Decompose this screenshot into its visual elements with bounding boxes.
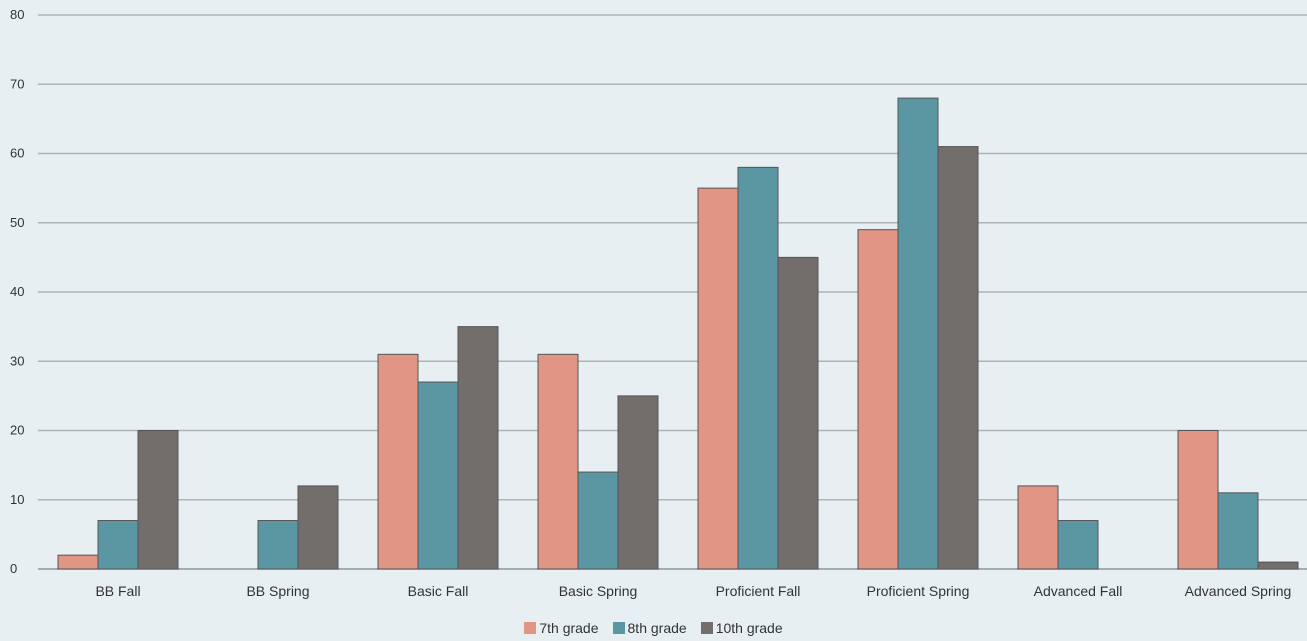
bar-7th-grade-advanced-fall: [1017, 485, 1059, 570]
grid-lines: [38, 14, 1307, 570]
x-tick-label: Basic Spring: [559, 583, 638, 599]
bar-chart: 0 10 20 30 40 50 60 70 80 BB Fall BB Spring Basic …: [10, 7, 1307, 599]
legend-item-7th-grade: 7th grade: [524, 620, 599, 636]
legend: 7th grade 8th grade 10th grade: [0, 620, 1307, 636]
bar-10th-grade-bb-fall: [137, 430, 179, 570]
x-axis-ticks: BB Fall BB Spring Basic Fall Basic Spring Pr…: [95, 583, 1291, 599]
y-tick-label: 30: [10, 353, 24, 368]
bar-8th-grade-basic-spring: [577, 471, 619, 570]
bar-10th-grade-proficient-spring: [937, 146, 979, 570]
y-tick-label: 70: [10, 76, 24, 91]
legend-label-7th-grade: 7th grade: [539, 620, 599, 636]
y-tick-label: 50: [10, 215, 24, 230]
legend-item-8th-grade: 8th grade: [612, 620, 687, 636]
bar-8th-grade-bb-fall: [97, 520, 139, 570]
bar-7th-grade-basic-spring: [537, 353, 579, 570]
x-tick-label: BB Spring: [246, 583, 309, 599]
bar-7th-grade-basic-fall: [377, 353, 419, 570]
legend-item-10th-grade: 10th grade: [700, 620, 783, 636]
bar-10th-grade-proficient-fall: [777, 256, 819, 570]
bar-8th-grade-proficient-spring: [897, 97, 939, 570]
bar-7th-grade-advanced-spring: [1177, 430, 1219, 570]
bar-7th-grade-bb-fall: [57, 554, 99, 570]
bar-7th-grade-proficient-fall: [697, 187, 739, 570]
x-tick-label: BB Fall: [95, 583, 140, 599]
bar-8th-grade-advanced-fall: [1057, 520, 1099, 570]
bar-8th-grade-basic-fall: [417, 381, 459, 570]
y-tick-label: 80: [10, 7, 24, 22]
bars: [57, 97, 1299, 570]
x-tick-label: Proficient Spring: [867, 583, 970, 599]
x-tick-label: Advanced Fall: [1034, 583, 1123, 599]
legend-label-8th-grade: 8th grade: [627, 620, 687, 636]
legend-swatch-7th-grade: [524, 622, 537, 634]
bar-7th-grade-proficient-spring: [857, 229, 899, 570]
x-tick-label: Advanced Spring: [1185, 583, 1292, 599]
legend-swatch-8th-grade: [612, 622, 625, 634]
x-tick-label: Proficient Fall: [716, 583, 801, 599]
legend-label-10th-grade: 10th grade: [715, 620, 783, 636]
bar-8th-grade-advanced-spring: [1217, 492, 1259, 570]
y-tick-label: 10: [10, 492, 24, 507]
x-tick-label: Basic Fall: [408, 583, 469, 599]
legend-swatch-10th-grade: [700, 622, 713, 634]
y-tick-label: 20: [10, 423, 24, 438]
bar-10th-grade-basic-fall: [457, 326, 499, 570]
y-tick-label: 40: [10, 284, 24, 299]
bar-10th-grade-basic-spring: [617, 395, 659, 570]
y-axis-ticks: 0 10 20 30 40 50 60 70 80: [10, 7, 24, 576]
y-tick-label: 0: [10, 561, 17, 576]
bar-10th-grade-advanced-spring: [1257, 561, 1299, 570]
bar-8th-grade-proficient-fall: [737, 166, 779, 570]
bar-8th-grade-bb-spring: [257, 520, 299, 570]
y-tick-label: 60: [10, 146, 24, 161]
bar-10th-grade-bb-spring: [297, 485, 339, 570]
